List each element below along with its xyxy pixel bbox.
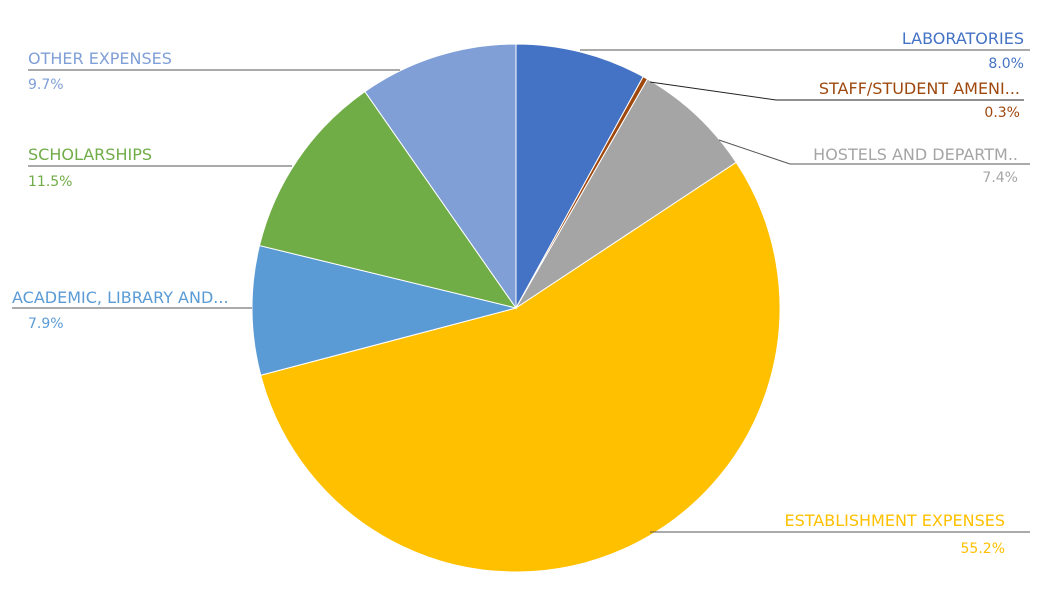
slice-percent: 7.4% bbox=[982, 170, 1018, 186]
slice-label: SCHOLARSHIPS bbox=[28, 145, 152, 164]
slice-percent: 55.2% bbox=[961, 541, 1005, 557]
slice-percent: 9.7% bbox=[28, 77, 64, 93]
slice-percent: 11.5% bbox=[28, 174, 72, 190]
slice-label: LABORATORIES bbox=[902, 29, 1024, 48]
slice-label: ESTABLISHMENT EXPENSES bbox=[785, 511, 1006, 530]
leader-line bbox=[649, 81, 1024, 101]
pie-slice bbox=[260, 161, 781, 573]
slice-percent: 8.0% bbox=[988, 56, 1024, 72]
leader-line bbox=[718, 139, 1030, 165]
pie-slice bbox=[515, 78, 737, 309]
pie-slice bbox=[515, 43, 644, 309]
slice-percent: 0.3% bbox=[984, 105, 1020, 121]
pie-slice bbox=[251, 244, 517, 376]
slice-label: STAFF/STUDENT AMENI... bbox=[819, 79, 1020, 98]
pie-slice bbox=[364, 43, 517, 310]
slice-label: HOSTELS AND DEPARTM.. bbox=[813, 145, 1018, 164]
slice-label: OTHER EXPENSES bbox=[28, 49, 172, 68]
slice-percent: 7.9% bbox=[28, 316, 64, 332]
pie-slice bbox=[258, 90, 518, 309]
slice-label: ACADEMIC, LIBRARY AND... bbox=[12, 288, 229, 307]
